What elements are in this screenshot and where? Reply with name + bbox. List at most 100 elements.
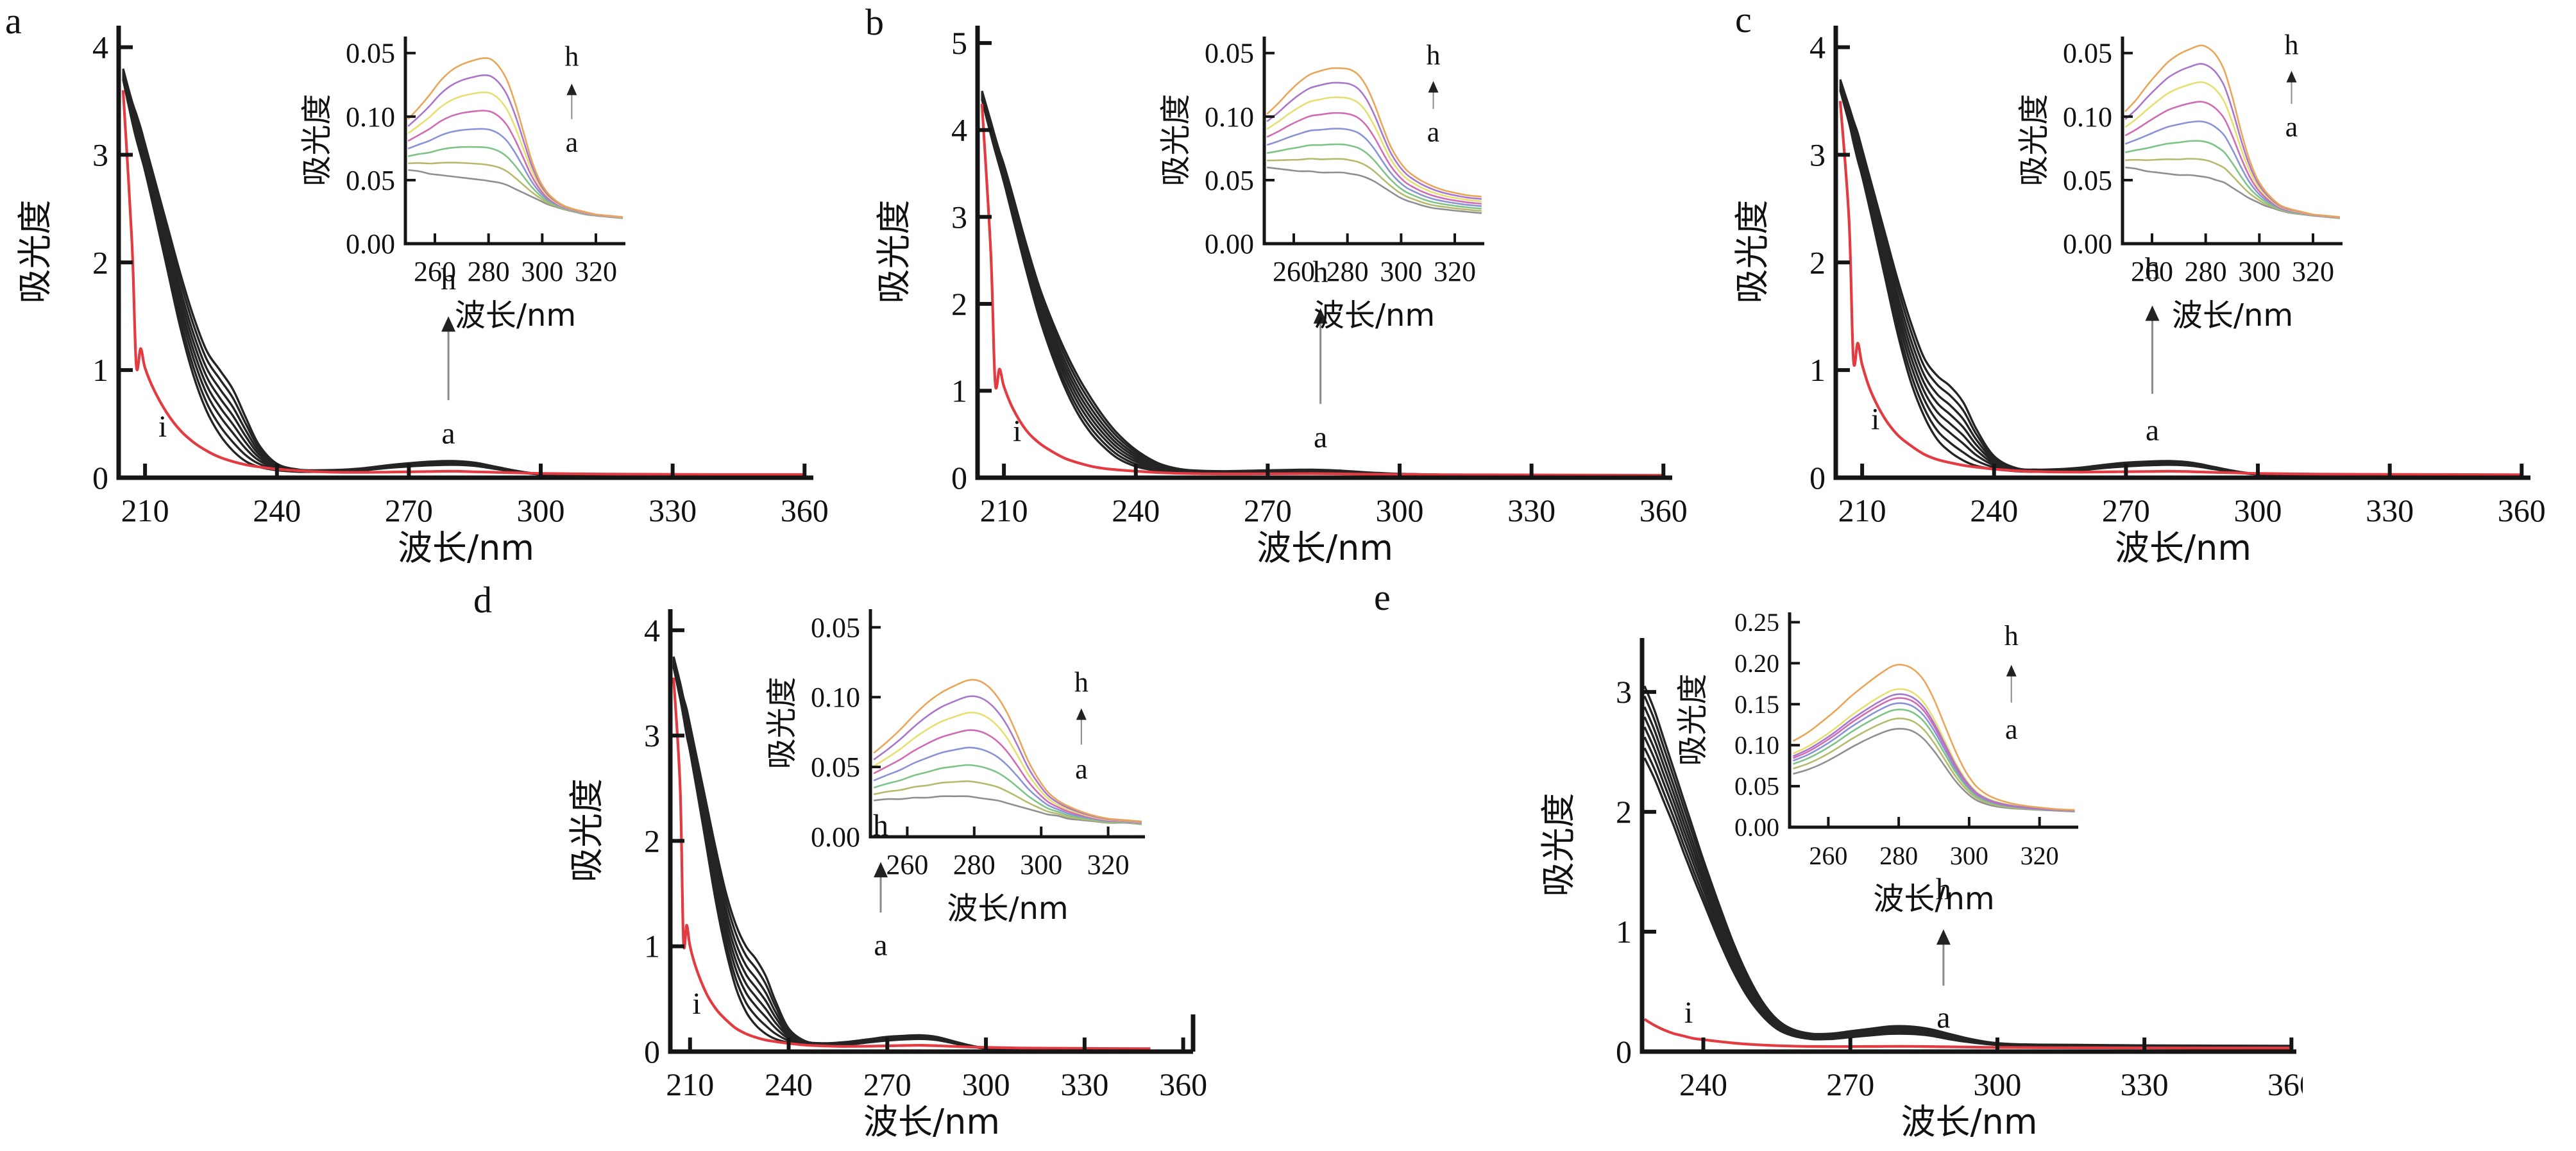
arrow-up-icon (2145, 305, 2160, 321)
y-tick: 0.05 (2063, 38, 2112, 69)
panel-e-letter: e (1374, 576, 1391, 618)
x-tick: 240 (765, 1066, 813, 1102)
y-tick: 0 (951, 460, 967, 496)
x-tick: 240 (1679, 1066, 1727, 1102)
y-tick: 1 (92, 352, 108, 388)
y-tick: 1 (951, 373, 967, 408)
x-tick: 320 (1087, 849, 1130, 880)
blank-curve-label: i (1684, 996, 1693, 1030)
axes (2121, 37, 2343, 246)
y-tick: 3 (951, 199, 967, 235)
label-h: h (2004, 620, 2019, 651)
x-tick: 210 (121, 492, 169, 528)
curve-h (873, 678, 1142, 823)
curve-a (1793, 728, 2075, 812)
curve-g (1792, 693, 2075, 812)
x-tick: 360 (1640, 492, 1688, 528)
curve-h (1792, 664, 2075, 811)
curve-e (873, 729, 1142, 824)
panel-c-chart: 210 240 270 300 330 360 0 1 2 3 4 波长/nm 吸光度 i h a 260 280… (1732, 26, 2546, 568)
curve-b (408, 162, 623, 219)
y-tick: 4 (644, 612, 660, 648)
label-h: h (1936, 873, 1951, 907)
x-tick: 330 (1507, 492, 1555, 528)
panel-e-chart: 240 270 300 330 360 0 1 2 3 波长/nm 吸光度 i h a 260 280 300 3… (1538, 608, 2303, 1142)
y-tick: 0 (644, 1034, 660, 1070)
x-tick: 330 (2121, 1066, 2169, 1102)
x-axis-label: 波长/nm (398, 528, 534, 568)
x-tick: 300 (517, 492, 565, 528)
y-tick: 0 (1809, 460, 1826, 496)
label-a: a (1936, 1001, 1950, 1035)
y-axis-label: 吸光度 (1675, 673, 1711, 766)
x-tick: 320 (2021, 841, 2059, 870)
x-tick: 280 (1326, 256, 1369, 287)
label-a: a (441, 416, 455, 450)
label-a: a (1314, 420, 1327, 454)
inset-plot: 260 280 300 320 0.00 0.05 0.10 0.15 0.20 0.25 波长/n… (1675, 608, 2078, 917)
curve-a (122, 79, 805, 478)
curve-h (1643, 685, 2292, 1047)
y-tick: 0.00 (2063, 228, 2112, 260)
y-tick: 0.05 (1205, 38, 1254, 69)
x-tick: 240 (1112, 492, 1160, 528)
arrow-up-icon (2006, 664, 2017, 676)
y-axis-label: 吸光度 (299, 94, 335, 186)
curve-d (1266, 128, 1482, 207)
x-tick: 260 (1809, 841, 1847, 870)
label-h: h (1427, 40, 1441, 71)
x-tick: 360 (2267, 1066, 2303, 1102)
x-axis-label: 波长/nm (2115, 528, 2251, 568)
y-tick: 3 (1616, 674, 1632, 710)
y-tick: 0.00 (811, 821, 860, 853)
x-tick: 320 (2292, 256, 2334, 287)
curve-g (873, 695, 1142, 823)
x-tick: 260 (414, 256, 456, 287)
panel-a-chart: 210 240 270 300 330 360 0 1 2 3 4 波长/nm 吸光度 i h a 260 280… (15, 26, 829, 568)
blank-curve-label: i (1013, 414, 1021, 448)
y-axis-label: 吸光度 (764, 676, 800, 769)
axes (668, 609, 1193, 1054)
x-tick: 300 (1376, 492, 1424, 528)
x-tick: 300 (2238, 256, 2280, 287)
curve-d (1839, 85, 2522, 478)
curve-g (1266, 81, 1482, 200)
panel-c: c 210 240 270 300 330 360 0 1 2 3 4 波长/nm 吸光度 i h a 260 2… (1717, 0, 2576, 577)
curve-b (122, 78, 805, 478)
x-tick: 270 (1244, 492, 1292, 528)
curve-i (1643, 1018, 2292, 1050)
y-tick: 2 (1809, 244, 1826, 280)
curve-c (407, 146, 623, 219)
y-tick: 0 (1616, 1034, 1632, 1070)
curve-d (122, 74, 805, 478)
y-tick: 0.05 (1734, 772, 1779, 801)
y-tick: 4 (1809, 29, 1826, 65)
x-tick: 270 (385, 492, 433, 528)
y-axis-label: 吸光度 (1732, 200, 1772, 304)
main-plot: 210 240 270 300 330 360 0 1 2 3 4 波长/nm 吸光度 i h a (15, 26, 829, 568)
curve-e (1266, 112, 1482, 205)
curve-b (873, 780, 1142, 825)
curve-h (407, 57, 623, 218)
label-h: h (1074, 666, 1089, 698)
y-tick: 4 (951, 112, 967, 148)
y-tick: 1 (1809, 352, 1826, 388)
y-tick: 0.05 (811, 612, 860, 643)
inset-plot: 260 280 300 320 0.00 0.05 0.10 0.05 波长/nm 吸光度 h a (299, 37, 625, 333)
curve-g (2124, 63, 2340, 218)
y-tick: 2 (951, 286, 967, 322)
curve-a (874, 795, 1142, 825)
x-tick: 210 (980, 492, 1028, 528)
label-h: h (2145, 251, 2160, 285)
label-a: a (1427, 117, 1440, 148)
label-a: a (2146, 413, 2159, 447)
x-tick: 300 (1950, 841, 1988, 870)
y-tick: 0.10 (811, 682, 860, 713)
x-tick: 300 (521, 256, 563, 287)
y-tick: 3 (1809, 137, 1826, 172)
x-tick: 280 (1879, 841, 1918, 870)
main-plot: 210 240 270 300 330 360 0 1 2 3 4 波长/nm 吸光度 i h a (566, 609, 1207, 1142)
inset-plot: 260 280 300 320 0.00 0.05 0.10 0.05 波长/nm 吸光度 h a (764, 609, 1145, 927)
x-tick: 360 (2498, 492, 2546, 528)
